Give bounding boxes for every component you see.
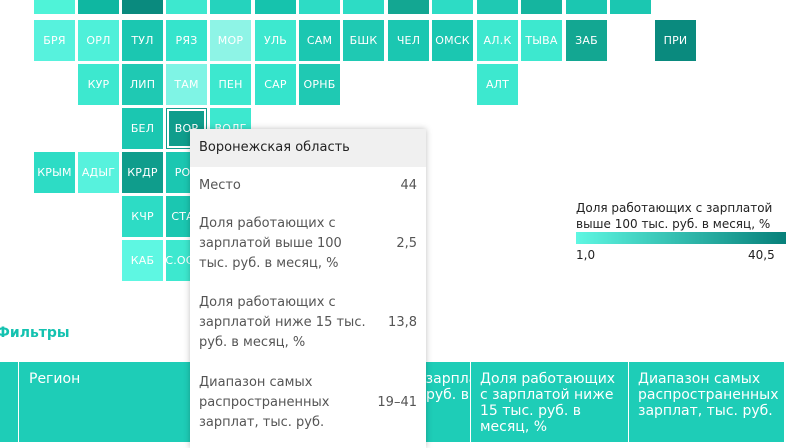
region-tile[interactable] <box>521 0 562 14</box>
region-tile[interactable]: КРДР <box>122 152 163 193</box>
region-tile[interactable] <box>299 0 340 14</box>
region-tile[interactable] <box>210 0 251 14</box>
region-tile[interactable]: ЧЕЛ <box>388 20 429 61</box>
region-tile[interactable]: АЛ.К <box>477 20 518 61</box>
region-tile[interactable] <box>610 0 651 14</box>
region-tile[interactable]: МОР <box>210 20 251 61</box>
region-tile[interactable]: ПЕН <box>210 64 251 105</box>
region-tile[interactable]: ЗАБ <box>566 20 607 61</box>
region-tile[interactable]: БРЯ <box>34 20 75 61</box>
region-tile[interactable] <box>34 0 75 14</box>
column-header-share-above-100-label: Доля работающих с зарплатой выше 100 тыс… <box>426 371 470 403</box>
legend-min-value: 1,0 <box>576 248 596 262</box>
region-tile[interactable] <box>477 0 518 14</box>
region-tile[interactable]: БШК <box>343 20 384 61</box>
region-tooltip: Воронежская область Место 44 Доля работа… <box>190 129 426 448</box>
legend-max-value: 40,5 <box>748 248 775 262</box>
tooltip-row-value: 19–41 <box>377 395 417 410</box>
tooltip-row-label: Доля работающих с зарплатой выше 100 тыс… <box>199 216 342 271</box>
region-tile[interactable]: ПРИ <box>655 20 696 61</box>
region-tile[interactable]: КРЫМ <box>34 152 75 193</box>
region-tile[interactable]: ТУЛ <box>122 20 163 61</box>
region-tile[interactable]: КЧР <box>122 196 163 237</box>
region-tile[interactable]: РЯЗ <box>166 20 207 61</box>
column-divider <box>470 362 471 442</box>
tooltip-row-label: Доля работающих с зарплатой ниже 15 тыс.… <box>199 295 366 350</box>
region-tile[interactable]: ТАМ <box>166 64 207 105</box>
region-tile[interactable]: АЛТ <box>477 64 518 105</box>
region-tile[interactable]: КАБ <box>122 240 163 281</box>
region-tile[interactable] <box>566 0 607 14</box>
region-tile[interactable]: УЛЬ <box>255 20 296 61</box>
region-tile[interactable] <box>343 0 384 14</box>
column-header-salary-range[interactable]: Диапазон самых распространенных зарплат,… <box>638 371 779 419</box>
column-divider <box>628 362 629 442</box>
region-tile[interactable]: ТЫВА <box>521 20 562 61</box>
column-header-region[interactable]: Регион <box>29 371 81 387</box>
region-tile[interactable] <box>78 0 119 14</box>
region-tile[interactable]: ОМСК <box>432 20 473 61</box>
tooltip-row-value: 13,8 <box>388 315 417 330</box>
region-tile[interactable]: КУР <box>78 64 119 105</box>
legend-gradient-bar <box>576 232 786 244</box>
column-divider <box>18 362 19 442</box>
region-tile[interactable] <box>166 0 207 14</box>
tooltip-title: Воронежская область <box>190 129 426 167</box>
region-tile[interactable]: ОРЛ <box>78 20 119 61</box>
region-tile[interactable]: АДЫГ <box>78 152 119 193</box>
tooltip-row-label: Диапазон самых распространенных зарплат,… <box>199 375 330 430</box>
region-tile[interactable]: ЛИП <box>122 64 163 105</box>
region-tile[interactable] <box>122 0 163 14</box>
region-tile[interactable]: БЕЛ <box>122 108 163 149</box>
region-tile[interactable]: САР <box>255 64 296 105</box>
tooltip-row-value: 44 <box>400 178 417 193</box>
column-header-share-below-15[interactable]: Доля работающих с зарплатой ниже 15 тыс.… <box>480 371 616 435</box>
tooltip-row-label: Место <box>199 178 241 193</box>
tooltip-row-value: 2,5 <box>396 236 417 251</box>
region-tile[interactable] <box>432 0 473 14</box>
region-tile[interactable] <box>388 0 429 14</box>
filters-toggle[interactable]: Фильтры <box>0 325 70 341</box>
legend-title: Доля работающих с зарплатой выше 100 тыс… <box>576 201 773 231</box>
region-tile[interactable]: ОРНБ <box>299 64 340 105</box>
region-tile[interactable] <box>255 0 296 14</box>
column-header-share-above-100[interactable]: Доля работающих с зарплатой выше 100 тыс… <box>426 362 470 442</box>
region-tile[interactable]: САМ <box>299 20 340 61</box>
